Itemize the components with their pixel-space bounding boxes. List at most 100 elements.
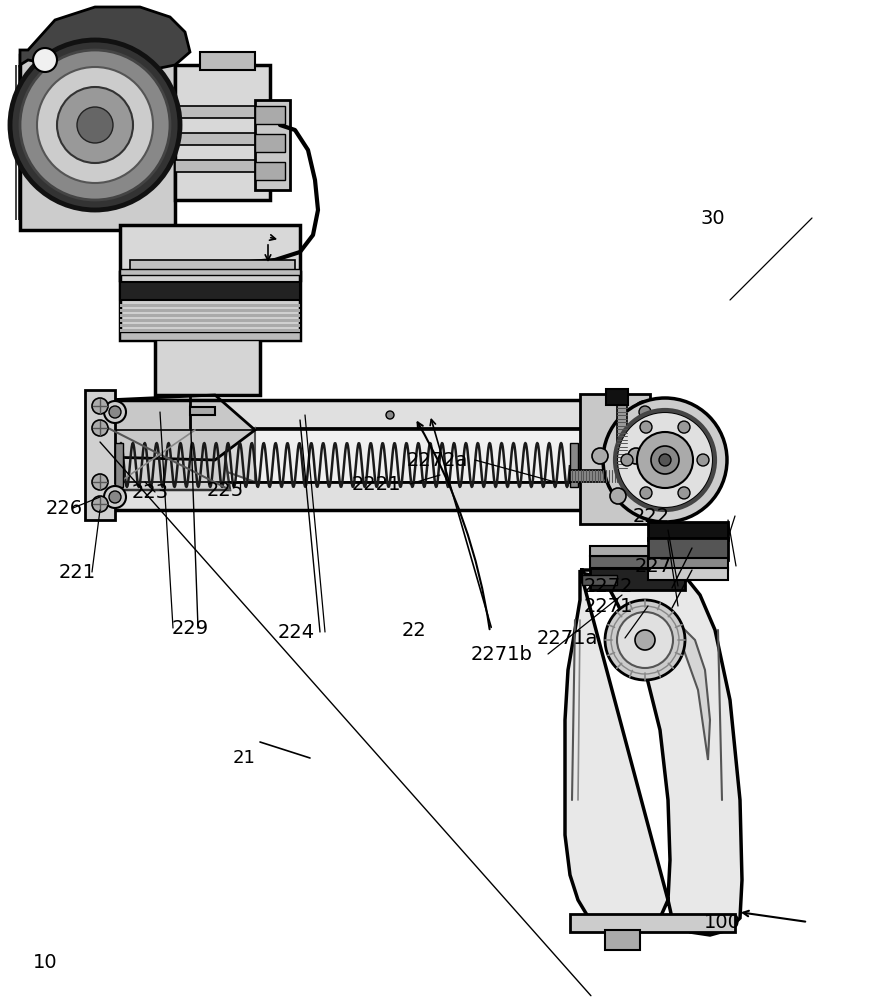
Text: 227: 227 [634,556,672,575]
Bar [570,914,735,932]
Text: 30: 30 [700,209,725,228]
Bar [120,314,300,317]
Circle shape [57,87,133,163]
Bar [120,282,300,300]
Circle shape [10,40,180,210]
Bar [590,556,685,568]
Text: 2272a: 2272a [407,450,468,470]
Text: 2272: 2272 [584,576,634,595]
Bar [33,65,35,220]
Bar [175,160,265,172]
Bar [95,482,665,510]
Circle shape [109,406,121,418]
Circle shape [659,454,671,466]
Text: 2221: 2221 [352,475,401,493]
Circle shape [678,487,690,499]
Bar [200,52,255,70]
Circle shape [640,421,652,433]
Bar [255,106,285,124]
Text: 2271a: 2271a [537,629,599,648]
Circle shape [697,454,709,466]
Circle shape [651,446,679,474]
Bar [105,428,655,482]
Polygon shape [668,620,710,760]
Bar [120,309,300,312]
Bar [120,319,300,322]
Polygon shape [105,395,255,460]
Circle shape [637,432,693,488]
Text: 225: 225 [207,481,244,499]
Bar [570,470,645,482]
Bar [120,304,300,307]
Circle shape [92,496,108,512]
Bar [590,546,685,556]
Circle shape [592,448,608,464]
Bar [175,133,265,145]
Circle shape [109,491,121,503]
Bar [580,394,650,524]
Circle shape [610,488,626,504]
Bar [48,65,50,220]
Circle shape [678,421,690,433]
Bar [648,538,728,560]
Polygon shape [20,7,190,72]
Bar [617,405,627,470]
Bar [36,65,38,220]
Bar [582,575,617,585]
Bar [590,568,685,590]
Bar [95,400,665,428]
Circle shape [92,420,108,436]
Bar [120,269,300,275]
Bar [155,335,260,395]
Bar [255,162,285,180]
Bar [120,329,300,332]
Bar [606,389,628,405]
Bar [21,65,23,220]
Bar [30,65,32,220]
Polygon shape [565,570,742,935]
Circle shape [617,612,673,668]
Circle shape [77,107,113,143]
Text: 10: 10 [33,952,57,971]
Bar [190,407,215,415]
Circle shape [639,406,651,418]
Text: 2271b: 2271b [471,645,533,664]
Text: 22: 22 [401,620,426,640]
Bar [120,332,300,340]
Polygon shape [105,428,255,482]
Circle shape [640,487,652,499]
Bar [27,65,29,220]
Bar [175,106,265,118]
Circle shape [634,401,656,423]
Bar [120,225,300,280]
Bar [570,443,578,487]
Circle shape [605,600,685,680]
Bar [39,65,41,220]
Circle shape [634,486,656,508]
Circle shape [639,491,651,503]
Bar [120,324,300,327]
Bar [42,65,44,220]
Bar [120,272,300,340]
Bar [20,55,175,230]
Bar [18,65,20,220]
Circle shape [104,401,126,423]
Bar [130,260,295,270]
Bar [255,134,285,152]
Circle shape [617,412,713,508]
Circle shape [33,48,57,72]
Circle shape [628,448,644,464]
Circle shape [37,67,153,183]
Circle shape [386,411,394,419]
Bar [648,568,728,580]
Circle shape [92,474,108,490]
Circle shape [104,486,126,508]
Bar [648,558,728,570]
Bar [85,390,115,520]
Circle shape [92,398,108,414]
Bar [115,443,123,487]
Bar [45,65,47,220]
Circle shape [603,398,727,522]
Text: 21: 21 [233,749,255,767]
Polygon shape [108,420,230,490]
